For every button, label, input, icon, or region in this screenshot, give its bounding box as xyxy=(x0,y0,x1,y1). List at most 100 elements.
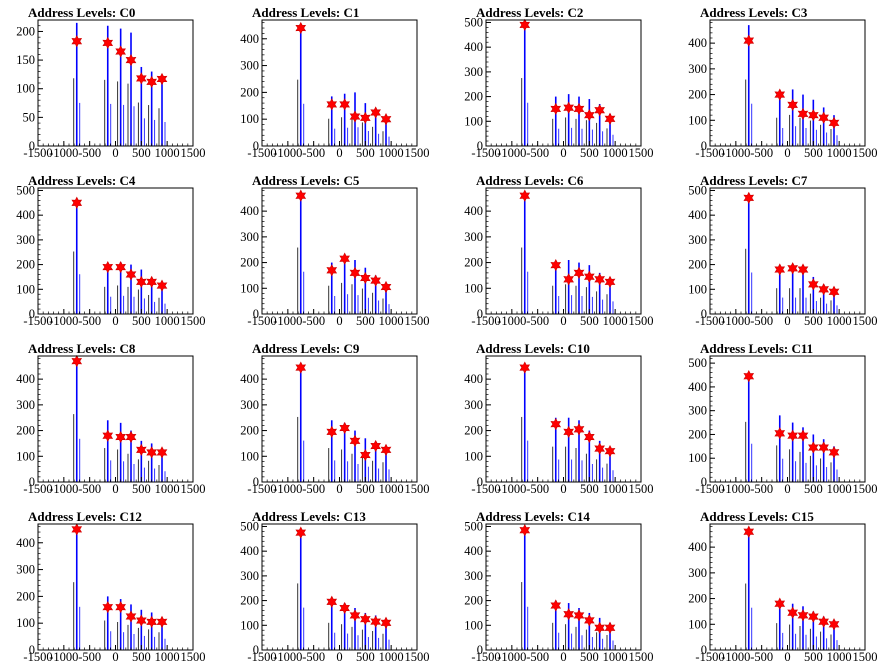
peak-marker xyxy=(326,98,338,111)
y-tick-label: 300 xyxy=(464,230,483,244)
peak-marker xyxy=(125,268,137,281)
chart-plot: 0 100 200 300 400 500 -1500-1000 -500 0 500 1000 15… xyxy=(688,183,877,328)
y-tick-label: 0 xyxy=(29,307,35,321)
x-tick-label: -1500 xyxy=(695,146,724,160)
x-tick-label: -500 xyxy=(78,650,101,664)
x-tick-label: -500 xyxy=(750,482,773,496)
peak-marker xyxy=(563,608,574,621)
x-tick-label: -500 xyxy=(78,146,101,160)
y-tick-label: 200 xyxy=(16,424,35,438)
peak-marker xyxy=(550,417,562,431)
x-tick-label: 1500 xyxy=(629,650,654,664)
x-tick-label: -1500 xyxy=(247,482,276,496)
y-tick-label: 100 xyxy=(16,282,35,296)
peak-marker xyxy=(743,34,755,47)
y-tick-label: 0 xyxy=(253,475,259,489)
x-tick-label: -500 xyxy=(750,314,773,328)
peak-marker xyxy=(339,421,350,435)
chart-plot: 0 100 200 300 400 500 -1500-1000 -500 0 500 1000 15… xyxy=(16,183,205,328)
y-tick-label: 100 xyxy=(240,112,259,126)
x-tick-label: 0 xyxy=(560,146,566,160)
peak-marker xyxy=(380,113,392,126)
x-tick-label: 0 xyxy=(336,482,342,496)
peak-marker xyxy=(808,610,819,623)
x-tick-label: -1000 xyxy=(273,482,302,496)
peak-marker xyxy=(584,108,595,122)
y-tick-label: 300 xyxy=(240,398,259,412)
peak-marker xyxy=(295,189,307,202)
peak-marker xyxy=(743,525,755,538)
peak-marker xyxy=(594,442,605,455)
chart-panel: Address Levels: C1 0 100 200 300 400 -1500 -100… xyxy=(224,0,448,168)
y-tick-label: 0 xyxy=(701,475,707,489)
y-tick-label: 400 xyxy=(464,372,483,386)
peak-marker xyxy=(808,441,819,454)
chart-title: Address Levels: C3 xyxy=(700,5,808,20)
chart-panel: Address Levels: C4 0 100 200 300 400 500 -1500-… xyxy=(0,168,224,336)
x-tick-label: -500 xyxy=(750,650,773,664)
x-tick-label: 500 xyxy=(356,314,375,328)
x-tick-label: -500 xyxy=(78,482,101,496)
x-tick-label: 1000 xyxy=(155,314,180,328)
plot-frame xyxy=(485,19,642,147)
x-tick-label: -500 xyxy=(78,314,101,328)
y-tick-label: 200 xyxy=(16,589,35,603)
plot-frame xyxy=(485,355,642,483)
chart-plot: 0 100 200 300 400 -1500-1000 -500 0 500 1000 1500 xyxy=(16,354,206,496)
chart-panel: Address Levels: C10 0 100 200 300 400 -1500 -10… xyxy=(448,336,672,504)
x-tick-label: -500 xyxy=(526,482,549,496)
y-tick-label: 100 xyxy=(16,616,35,630)
plot-frame xyxy=(709,355,866,483)
peak-marker xyxy=(156,72,168,86)
peak-marker xyxy=(102,600,114,614)
x-tick-label: 1500 xyxy=(181,650,206,664)
peak-marker xyxy=(774,597,786,610)
y-tick-label: 0 xyxy=(253,643,259,657)
peak-marker xyxy=(146,446,157,459)
y-tick-label: 100 xyxy=(240,618,259,632)
x-tick-label: 1000 xyxy=(827,482,852,496)
chart-title: Address Levels: C10 xyxy=(476,341,590,356)
x-tick-label: 500 xyxy=(356,146,375,160)
x-tick-label: -1000 xyxy=(497,650,526,664)
peak-marker xyxy=(818,283,829,296)
y-tick-label: 100 xyxy=(464,449,483,463)
y-tick-label: 200 xyxy=(464,424,483,438)
chart-plot: 0 100 200 300 400 -1500-1000 -500 0 500 1000 1500 xyxy=(240,19,430,160)
peak-marker xyxy=(808,108,819,122)
peak-marker xyxy=(380,443,392,457)
chart-panel: Address Levels: C3 0 100 200 300 400 -1500 -100… xyxy=(672,0,896,168)
x-tick-label: 1000 xyxy=(155,650,180,664)
chart-plot: 0 100 200 300 400 -1500-1000 -500 0 500 1000 1500 xyxy=(240,187,430,328)
y-tick-label: 150 xyxy=(16,53,35,67)
y-tick-label: 400 xyxy=(688,208,707,222)
peak-marker xyxy=(136,614,147,627)
chart-title: Address Levels: C11 xyxy=(700,341,814,356)
peak-marker xyxy=(787,429,798,442)
chart-title: Address Levels: C15 xyxy=(700,509,814,524)
y-tick-label: 500 xyxy=(240,519,259,533)
x-tick-label: -1000 xyxy=(49,314,78,328)
x-tick-label: -1000 xyxy=(721,314,750,328)
y-tick-label: 100 xyxy=(688,113,707,127)
peak-marker xyxy=(339,252,350,265)
x-tick-label: 1000 xyxy=(603,314,628,328)
peak-marker xyxy=(71,354,83,368)
peak-marker xyxy=(326,425,338,439)
y-tick-label: 400 xyxy=(688,540,707,554)
x-tick-label: 1500 xyxy=(853,650,878,664)
y-tick-label: 300 xyxy=(240,59,259,73)
x-tick-label: -1500 xyxy=(23,146,52,160)
peak-marker xyxy=(828,285,840,298)
peak-marker xyxy=(787,606,798,619)
x-tick-label: 500 xyxy=(580,146,599,160)
y-tick-label: 300 xyxy=(16,398,35,412)
y-tick-label: 300 xyxy=(464,398,483,412)
x-tick-label: 500 xyxy=(804,314,823,328)
peak-marker xyxy=(125,610,137,623)
peak-marker xyxy=(370,615,381,628)
x-tick-label: -1500 xyxy=(247,314,276,328)
chart-panel: Address Levels: C8 0 100 200 300 400 -1500 -100… xyxy=(0,336,224,504)
x-tick-label: 500 xyxy=(132,482,151,496)
peak-marker xyxy=(573,266,585,280)
